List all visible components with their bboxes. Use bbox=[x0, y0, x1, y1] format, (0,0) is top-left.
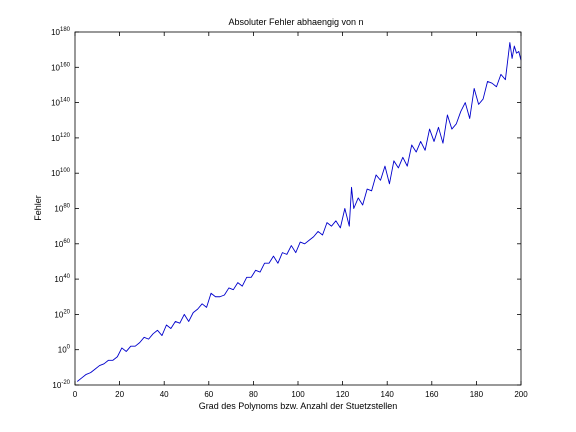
x-tick-label: 160 bbox=[425, 390, 439, 399]
y-tick-label: 1040 bbox=[54, 274, 70, 284]
y-tick-label: 10100 bbox=[51, 168, 71, 178]
y-tick-label: 10180 bbox=[51, 27, 71, 37]
x-tick-label: 180 bbox=[470, 390, 484, 399]
y-axis-label: Fehler bbox=[33, 195, 43, 221]
y-tick-label: 10140 bbox=[51, 98, 71, 108]
y-tick-label: 1080 bbox=[54, 204, 70, 214]
x-tick-label: 140 bbox=[381, 390, 395, 399]
x-tick-label: 200 bbox=[514, 390, 528, 399]
x-tick-label: 40 bbox=[160, 390, 169, 399]
plot-area bbox=[75, 32, 521, 385]
x-tick-label: 100 bbox=[291, 390, 305, 399]
y-tick-label: 1060 bbox=[54, 239, 70, 249]
x-axis-label: Grad des Polynoms bzw. Anzahl der Stuetz… bbox=[199, 401, 398, 411]
y-tick-label: 10-20 bbox=[52, 380, 70, 390]
y-tick-label: 100 bbox=[58, 345, 71, 355]
x-tick-label: 60 bbox=[204, 390, 213, 399]
x-tick-label: 80 bbox=[249, 390, 258, 399]
x-tick-label: 0 bbox=[73, 390, 78, 399]
x-tick-label: 20 bbox=[115, 390, 124, 399]
y-tick-label: 10160 bbox=[51, 62, 71, 72]
chart-title: Absoluter Fehler abhaengig von n bbox=[228, 17, 363, 27]
x-tick-label: 120 bbox=[336, 390, 350, 399]
y-tick-label: 1020 bbox=[54, 309, 70, 319]
y-tick-label: 10120 bbox=[51, 133, 71, 143]
